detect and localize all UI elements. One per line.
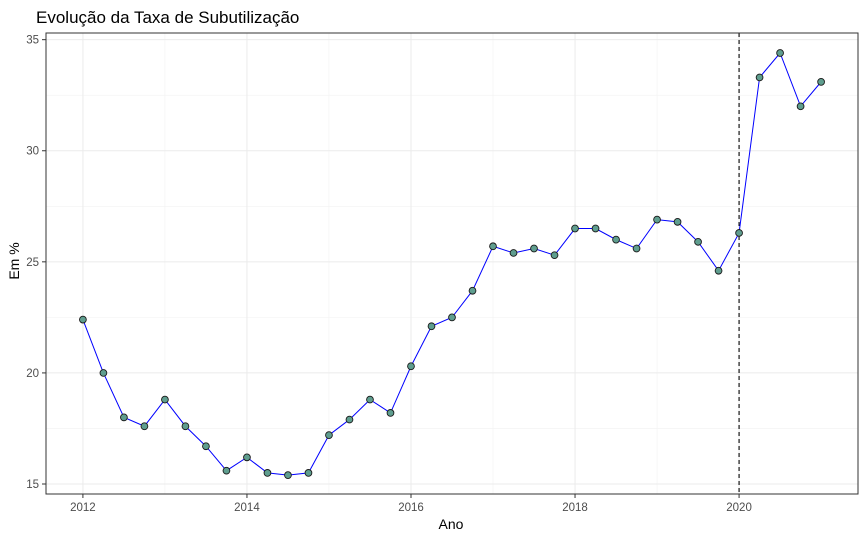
x-tick-label: 2014	[234, 502, 260, 514]
x-tick-label: 2020	[726, 502, 752, 514]
data-point	[243, 453, 251, 462]
data-point	[755, 73, 764, 82]
grid-major	[46, 33, 858, 494]
data-point	[222, 466, 231, 475]
data-point	[140, 422, 149, 431]
data-point	[509, 249, 518, 257]
x-tick-label: 2012	[70, 502, 96, 514]
data-point	[263, 469, 272, 477]
grid-minor	[46, 33, 858, 494]
data-point	[489, 242, 497, 251]
data-point	[284, 471, 292, 479]
data-point	[448, 313, 456, 322]
data-point	[653, 215, 661, 224]
data-point	[571, 224, 579, 233]
data-point	[796, 102, 805, 111]
data-point	[735, 229, 743, 237]
y-tick-label: 35	[26, 35, 39, 47]
data-point	[427, 322, 436, 331]
y-tick-label: 25	[26, 257, 39, 269]
y-axis-title: Em %	[6, 242, 22, 279]
data-point	[99, 369, 108, 377]
data-point	[120, 413, 128, 422]
x-tick-label: 2018	[562, 502, 588, 514]
data-point	[181, 422, 190, 431]
series-line-layer	[82, 52, 822, 476]
data-point	[817, 78, 825, 86]
chart-title: Evolução da Taxa de Subutilização	[36, 8, 299, 27]
data-point	[407, 362, 415, 371]
y-tick-label: 20	[26, 368, 39, 380]
data-point	[79, 315, 87, 324]
data-point	[591, 224, 600, 233]
data-point	[530, 244, 538, 253]
data-point	[366, 395, 374, 404]
data-point	[386, 409, 395, 417]
data-point	[694, 237, 702, 246]
y-tick-label: 15	[26, 479, 39, 491]
data-point	[345, 415, 354, 424]
x-axis-ticks: 2012 2014 2016 2018 2020	[70, 494, 752, 514]
data-point	[673, 217, 682, 226]
data-point	[325, 431, 333, 439]
series-line	[82, 52, 822, 476]
data-point	[550, 251, 559, 260]
data-point	[304, 469, 313, 477]
x-axis-title: Ano	[439, 516, 464, 532]
data-points	[79, 49, 825, 479]
panel-border	[45, 32, 859, 495]
data-point	[161, 395, 169, 404]
data-point	[202, 442, 210, 451]
x-tick-label: 2016	[398, 502, 424, 514]
data-point	[776, 49, 784, 57]
data-point	[468, 286, 477, 295]
data-point	[612, 235, 620, 244]
data-point	[714, 266, 723, 275]
y-axis-ticks: 15 20 25 30 35	[26, 35, 46, 491]
y-tick-label: 30	[26, 146, 39, 158]
data-point	[632, 244, 641, 253]
